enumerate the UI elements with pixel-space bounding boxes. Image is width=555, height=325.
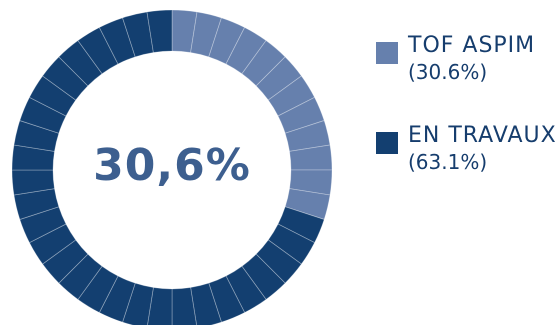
donut-segment-tof-aspim bbox=[267, 75, 316, 117]
donut-segment-en-travaux bbox=[28, 223, 77, 265]
donut-segment-en-travaux bbox=[225, 265, 267, 314]
donut-segment-en-travaux bbox=[77, 265, 119, 314]
legend-swatch-tof-aspim bbox=[376, 42, 398, 64]
donut-segment-en-travaux bbox=[13, 188, 60, 220]
legend-value-tof-aspim: (30.6%) bbox=[408, 60, 488, 84]
donut-segment-tof-aspim bbox=[190, 11, 222, 58]
donut-segment-en-travaux bbox=[122, 282, 154, 325]
donut-segment-en-travaux bbox=[58, 39, 103, 87]
donut-segment-en-travaux bbox=[41, 239, 89, 284]
legend-value-en-travaux: (63.1%) bbox=[408, 150, 488, 174]
donut-segment-en-travaux bbox=[41, 56, 89, 101]
donut-segment-en-travaux bbox=[122, 11, 154, 58]
donut-segment-en-travaux bbox=[98, 17, 136, 65]
donut-segment-en-travaux bbox=[13, 120, 60, 152]
center-value-label: 30,6% bbox=[93, 140, 251, 191]
donut-segment-tof-aspim bbox=[255, 56, 303, 101]
donut-segment-tof-aspim bbox=[284, 120, 331, 152]
donut-segment-en-travaux bbox=[28, 75, 77, 117]
legend-swatch-en-travaux bbox=[376, 132, 398, 154]
donut-segment-en-travaux bbox=[146, 9, 173, 53]
donut-segment-tof-aspim bbox=[284, 188, 331, 220]
donut-segment-tof-aspim bbox=[225, 26, 267, 75]
legend-label-en-travaux: EN TRAVAUX bbox=[408, 123, 555, 148]
donut-segment-en-travaux bbox=[241, 253, 286, 301]
donut-segment-en-travaux bbox=[58, 253, 103, 301]
donut-segment-en-travaux bbox=[267, 223, 316, 265]
legend-label-tof-aspim: TOF ASPIM bbox=[408, 33, 536, 58]
donut-segment-en-travaux bbox=[19, 206, 67, 244]
